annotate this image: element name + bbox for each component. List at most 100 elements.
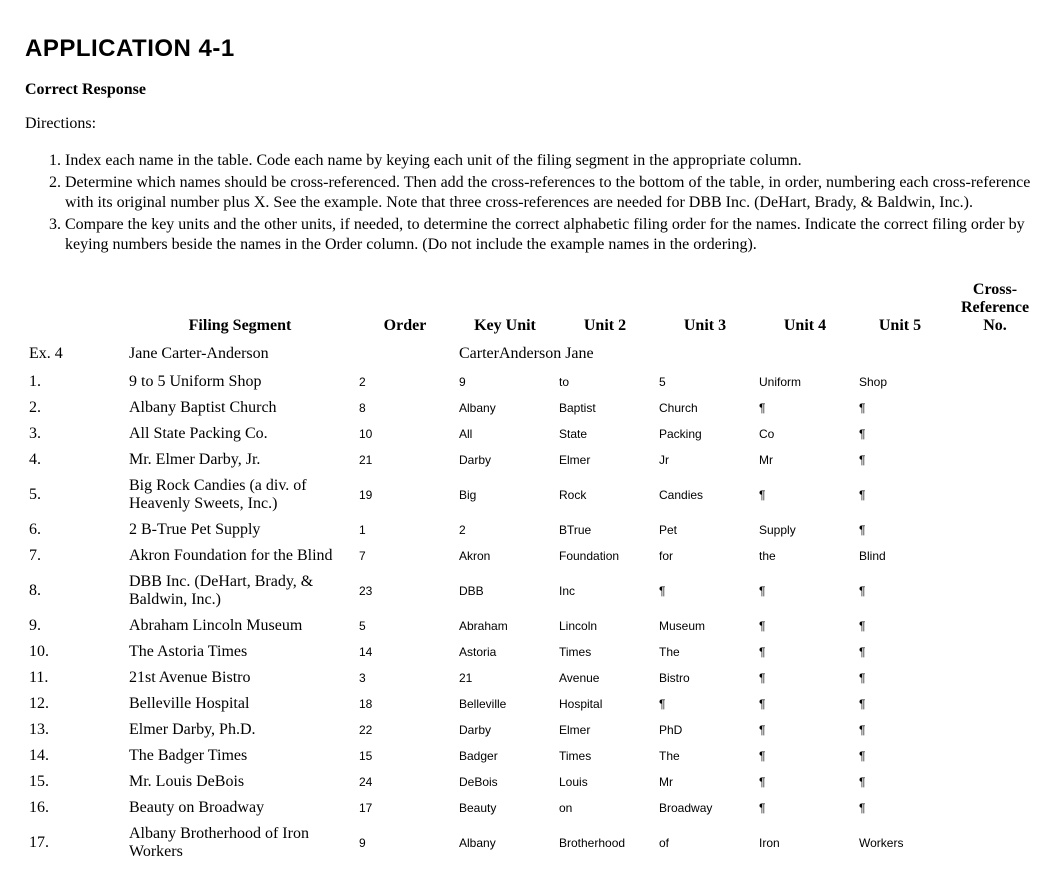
row-segment: Mr. Louis DeBois xyxy=(125,769,355,795)
row-cross-ref xyxy=(945,517,1045,543)
row-unit2: Elmer xyxy=(555,717,655,743)
row-unit2: Hospital xyxy=(555,691,655,717)
row-segment: Abraham Lincoln Museum xyxy=(125,613,355,639)
row-unit4: ¶ xyxy=(755,473,855,517)
col-unit4: Unit 4 xyxy=(755,277,855,339)
directions-list: Index each name in the table. Code each … xyxy=(25,151,1037,255)
example-key-unit: CarterAnderson Jane xyxy=(455,339,655,369)
row-order: 7 xyxy=(355,543,455,569)
row-unit4: Supply xyxy=(755,517,855,543)
directions-item: Determine which names should be cross-re… xyxy=(65,173,1037,213)
row-unit2: Baptist xyxy=(555,395,655,421)
row-unit3: 5 xyxy=(655,369,755,395)
row-order: 3 xyxy=(355,665,455,691)
table-row: 15.Mr. Louis DeBois24DeBoisLouisMr¶¶ xyxy=(25,769,1045,795)
row-segment: The Badger Times xyxy=(125,743,355,769)
row-segment: Beauty on Broadway xyxy=(125,795,355,821)
row-unit2: Lincoln xyxy=(555,613,655,639)
table-row: 10.The Astoria Times14AstoriaTimesThe¶¶ xyxy=(25,639,1045,665)
row-num: 13. xyxy=(25,717,125,743)
table-row: 11.21st Avenue Bistro321AvenueBistro¶¶ xyxy=(25,665,1045,691)
row-cross-ref xyxy=(945,769,1045,795)
row-key-unit: 2 xyxy=(455,517,555,543)
row-cross-ref xyxy=(945,795,1045,821)
row-unit5: ¶ xyxy=(855,717,945,743)
row-cross-ref xyxy=(945,447,1045,473)
row-unit4: Uniform xyxy=(755,369,855,395)
row-unit3: The xyxy=(655,639,755,665)
row-num: 15. xyxy=(25,769,125,795)
row-cross-ref xyxy=(945,717,1045,743)
row-order: 19 xyxy=(355,473,455,517)
row-unit5: ¶ xyxy=(855,639,945,665)
row-segment: Belleville Hospital xyxy=(125,691,355,717)
col-unit2: Unit 2 xyxy=(555,277,655,339)
row-unit5: ¶ xyxy=(855,447,945,473)
row-unit4: ¶ xyxy=(755,717,855,743)
row-unit2: Times xyxy=(555,639,655,665)
row-unit4: the xyxy=(755,543,855,569)
row-unit2: Inc xyxy=(555,569,655,613)
row-unit4: ¶ xyxy=(755,743,855,769)
row-unit2: BTrue xyxy=(555,517,655,543)
example-cross xyxy=(945,339,1045,369)
row-unit5: ¶ xyxy=(855,769,945,795)
row-unit3: ¶ xyxy=(655,691,755,717)
row-unit2: Rock xyxy=(555,473,655,517)
row-cross-ref xyxy=(945,369,1045,395)
directions-item: Compare the key units and the other unit… xyxy=(65,215,1037,255)
row-unit4: ¶ xyxy=(755,569,855,613)
row-unit3: Candies xyxy=(655,473,755,517)
row-unit4: Iron xyxy=(755,821,855,865)
row-num: 7. xyxy=(25,543,125,569)
row-unit5: ¶ xyxy=(855,517,945,543)
example-row: Ex. 4 Jane Carter-Anderson CarterAnderso… xyxy=(25,339,1045,369)
row-unit5: ¶ xyxy=(855,613,945,639)
row-unit4: ¶ xyxy=(755,613,855,639)
row-unit2: Avenue xyxy=(555,665,655,691)
table-row: 17.Albany Brotherhood of Iron Workers9Al… xyxy=(25,821,1045,865)
col-cross-ref: Cross-Reference No. xyxy=(945,277,1045,339)
row-order: 1 xyxy=(355,517,455,543)
row-segment: Albany Baptist Church xyxy=(125,395,355,421)
filing-table: Filing Segment Order Key Unit Unit 2 Uni… xyxy=(25,277,1045,865)
row-unit3: ¶ xyxy=(655,569,755,613)
table-row: 14.The Badger Times15BadgerTimesThe¶¶ xyxy=(25,743,1045,769)
row-unit2: Brotherhood xyxy=(555,821,655,865)
example-segment: Jane Carter-Anderson xyxy=(125,339,355,369)
row-unit3: Packing xyxy=(655,421,755,447)
row-unit3: Bistro xyxy=(655,665,755,691)
row-unit5: Blind xyxy=(855,543,945,569)
row-cross-ref xyxy=(945,473,1045,517)
row-cross-ref xyxy=(945,543,1045,569)
row-key-unit: Belleville xyxy=(455,691,555,717)
directions-label: Directions: xyxy=(25,115,1037,133)
row-cross-ref xyxy=(945,821,1045,865)
row-num: 14. xyxy=(25,743,125,769)
row-unit2: Foundation xyxy=(555,543,655,569)
table-row: 3.All State Packing Co.10AllStatePacking… xyxy=(25,421,1045,447)
row-unit5: ¶ xyxy=(855,569,945,613)
row-order: 5 xyxy=(355,613,455,639)
row-unit5: ¶ xyxy=(855,691,945,717)
row-unit2: Elmer xyxy=(555,447,655,473)
row-unit3: Broadway xyxy=(655,795,755,821)
row-unit4: ¶ xyxy=(755,665,855,691)
row-unit3: for xyxy=(655,543,755,569)
row-order: 22 xyxy=(355,717,455,743)
row-order: 14 xyxy=(355,639,455,665)
row-unit5: Shop xyxy=(855,369,945,395)
page-title: APPLICATION 4-1 xyxy=(25,35,1037,63)
row-num: 5. xyxy=(25,473,125,517)
row-unit5: ¶ xyxy=(855,743,945,769)
row-cross-ref xyxy=(945,665,1045,691)
row-order: 21 xyxy=(355,447,455,473)
row-unit3: Mr xyxy=(655,769,755,795)
table-row: 8.DBB Inc. (DeHart, Brady, & Baldwin, In… xyxy=(25,569,1045,613)
row-key-unit: DBB xyxy=(455,569,555,613)
row-cross-ref xyxy=(945,613,1045,639)
row-unit5: ¶ xyxy=(855,795,945,821)
row-order: 8 xyxy=(355,395,455,421)
row-key-unit: Abraham xyxy=(455,613,555,639)
row-key-unit: Akron xyxy=(455,543,555,569)
